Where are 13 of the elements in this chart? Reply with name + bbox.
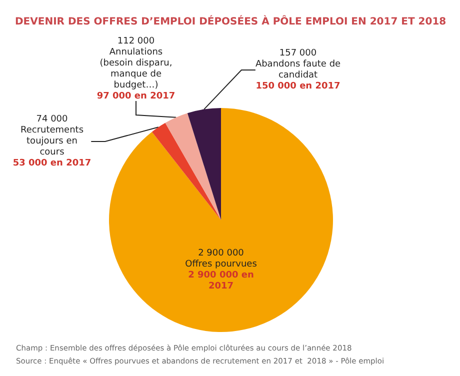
data-label: 74 000 xyxy=(36,114,68,124)
chart-title: DEVENIR DES OFFRES D’EMPLOI DÉPOSÉES À PÔLE EMPLOI EN 2017 ET 2018 xyxy=(15,14,446,28)
data-label: 112 000 xyxy=(117,36,155,46)
text: 97 000 en 2017 xyxy=(96,92,176,102)
text: 53 000 en 2017 xyxy=(12,158,92,168)
slice-label: Recrutements toujours en cours xyxy=(20,126,84,158)
data-label: 157 000 xyxy=(279,48,317,58)
text: 150 000 en 2017 xyxy=(256,82,340,92)
data-label: 2 900 000 xyxy=(198,248,244,258)
slice-label: Offres pourvues xyxy=(185,260,258,270)
slice-label: Abandons faute de candidat xyxy=(255,60,342,80)
text: 2 900 000 en 2017 xyxy=(188,270,254,292)
slice-label: Annulations (besoin disparu, manque de budget…) xyxy=(100,48,172,90)
